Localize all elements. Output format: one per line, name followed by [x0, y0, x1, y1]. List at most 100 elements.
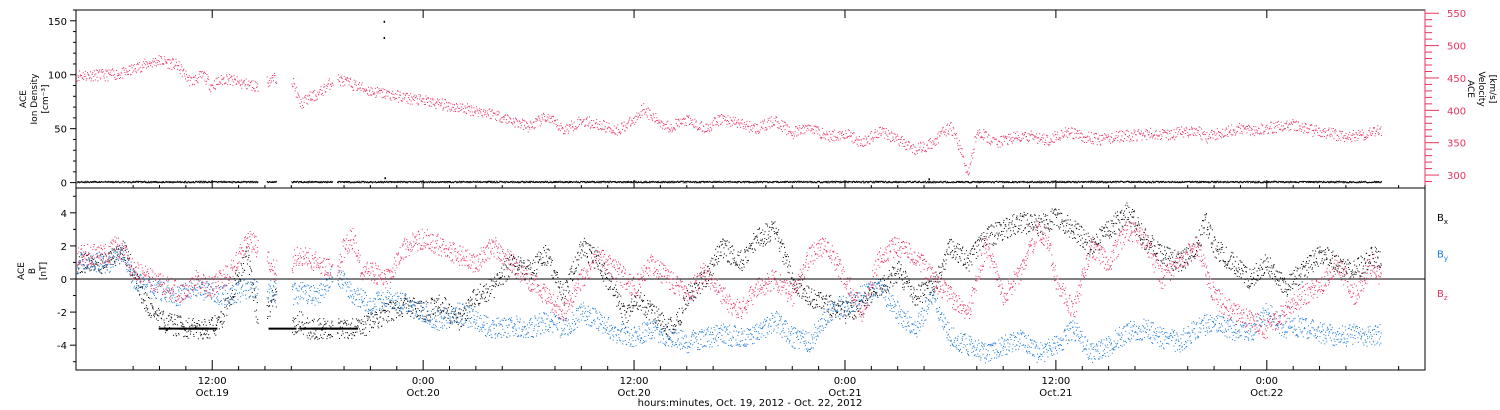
velocity-axis-label-line: ACE	[1465, 80, 1475, 98]
density-point	[199, 181, 201, 183]
velocity-point	[1101, 139, 1103, 141]
density-point	[1107, 181, 1109, 183]
density-point	[387, 181, 389, 183]
velocity-point	[1229, 131, 1231, 133]
velocity-point	[1360, 135, 1362, 137]
velocity-point	[216, 77, 218, 79]
velocity-point	[1139, 133, 1141, 135]
velocity-point	[980, 136, 982, 138]
velocity-point	[974, 136, 976, 138]
density-point	[446, 181, 448, 183]
density-point	[1038, 182, 1040, 184]
density-point	[927, 181, 929, 183]
velocity-point	[1365, 135, 1367, 137]
velocity-point	[1001, 143, 1003, 145]
velocity-point	[565, 130, 567, 132]
density-point	[81, 181, 83, 183]
velocity-point	[460, 109, 462, 111]
velocity-point	[795, 126, 797, 128]
velocity-point	[1137, 130, 1139, 132]
velocity-point	[256, 87, 258, 89]
density-point	[206, 181, 208, 183]
density-point	[720, 181, 722, 183]
velocity-point	[594, 122, 596, 124]
velocity-point	[577, 118, 579, 120]
velocity-point	[1245, 125, 1247, 127]
density-point	[677, 180, 679, 182]
velocity-point	[93, 76, 95, 78]
velocity-point	[1028, 140, 1030, 142]
velocity-point	[881, 133, 883, 135]
velocity-point	[379, 90, 381, 92]
density-point	[869, 181, 871, 183]
velocity-point	[569, 124, 571, 126]
velocity-point	[971, 153, 973, 155]
velocity-point	[452, 103, 454, 105]
velocity-point	[959, 140, 961, 142]
density-point	[931, 182, 933, 184]
velocity-point	[1081, 133, 1083, 135]
velocity-point	[1262, 124, 1264, 126]
velocity-point	[1246, 126, 1248, 128]
velocity-point	[107, 72, 109, 74]
density-point	[490, 182, 492, 184]
density-point	[518, 180, 520, 182]
velocity-point	[854, 140, 856, 142]
velocity-point	[1329, 134, 1331, 136]
velocity-point	[1200, 135, 1202, 137]
velocity-point	[835, 136, 837, 138]
velocity-point	[871, 138, 873, 140]
velocity-point	[1193, 127, 1195, 129]
density-point	[498, 181, 500, 183]
velocity-point	[251, 87, 253, 89]
velocity-point	[1287, 126, 1289, 128]
density-point	[142, 181, 144, 183]
velocity-point	[458, 107, 460, 109]
velocity-point	[1030, 130, 1032, 132]
velocity-point	[151, 62, 153, 64]
velocity-point	[428, 97, 430, 99]
density-point	[1015, 180, 1017, 182]
density-point	[1064, 180, 1066, 182]
velocity-point	[991, 142, 993, 144]
velocity-point	[1123, 141, 1125, 143]
velocity-point	[1221, 137, 1223, 139]
velocity-axis-label: ACE Velocity [km/s]	[1465, 71, 1497, 107]
density-point	[914, 181, 916, 183]
density-point	[598, 181, 600, 183]
velocity-point	[775, 116, 777, 118]
velocity-point	[826, 133, 828, 135]
density-point	[153, 180, 155, 182]
density-point	[915, 180, 917, 182]
velocity-point	[1084, 136, 1086, 138]
velocity-point	[930, 138, 932, 140]
velocity-point	[327, 83, 329, 85]
density-point	[877, 181, 879, 183]
velocity-point	[886, 134, 888, 136]
velocity-point	[566, 128, 568, 130]
velocity-point	[164, 59, 166, 61]
density-point	[640, 181, 642, 183]
density-point	[1164, 182, 1166, 184]
density-point	[714, 181, 716, 183]
density-point	[558, 180, 560, 182]
density-point	[356, 181, 358, 183]
velocity-point	[759, 129, 761, 131]
velocity-point	[420, 100, 422, 102]
density-point	[830, 181, 832, 183]
velocity-point	[749, 126, 751, 128]
velocity-point	[718, 116, 720, 118]
density-point	[857, 181, 859, 183]
velocity-point	[401, 100, 403, 102]
velocity-point	[1121, 135, 1123, 137]
density-point	[1157, 180, 1159, 182]
density-point	[446, 180, 448, 182]
velocity-point	[644, 113, 646, 115]
velocity-point	[1210, 132, 1212, 134]
velocity-point	[347, 78, 349, 80]
density-point	[827, 180, 829, 182]
density-point	[469, 181, 471, 183]
velocity-point	[1277, 121, 1279, 123]
velocity-point	[1144, 135, 1146, 137]
velocity-point	[664, 128, 666, 130]
